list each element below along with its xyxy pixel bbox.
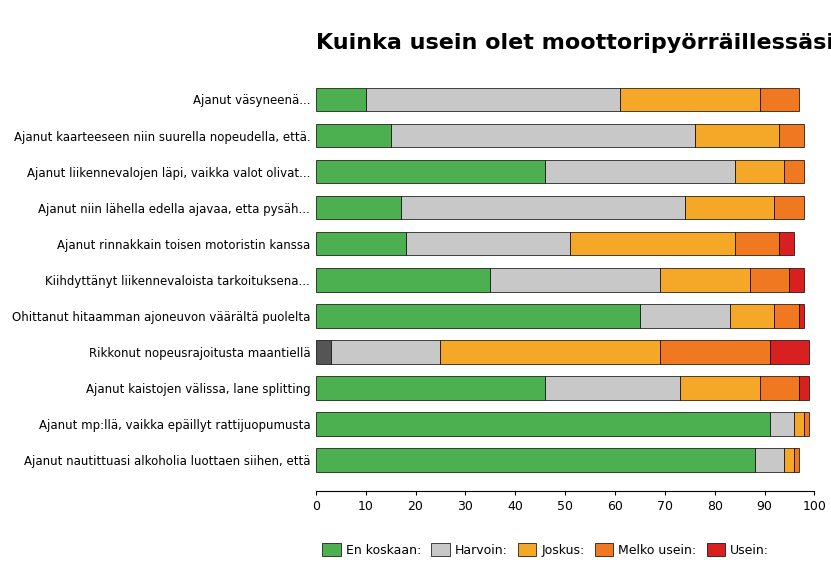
Bar [570, 232, 735, 255]
Bar [774, 196, 804, 219]
Bar [695, 124, 779, 147]
Bar [620, 88, 760, 111]
Bar [316, 376, 545, 400]
Bar [760, 88, 799, 111]
Bar [316, 304, 640, 328]
Bar [316, 268, 490, 292]
Bar [391, 124, 695, 147]
Bar [799, 304, 804, 328]
Bar [316, 412, 770, 436]
Bar [779, 232, 794, 255]
Bar [750, 268, 789, 292]
Bar [366, 88, 620, 111]
Bar [680, 376, 760, 400]
Bar [440, 340, 660, 364]
Bar [316, 196, 401, 219]
Bar [545, 160, 735, 183]
Bar [794, 448, 799, 472]
Bar [735, 160, 784, 183]
Bar [316, 160, 545, 183]
Bar [804, 412, 809, 436]
Bar [730, 304, 774, 328]
Bar [774, 304, 799, 328]
Legend: En koskaan:, Harvoin:, Joskus:, Melko usein:, Usein:: En koskaan:, Harvoin:, Joskus:, Melko us… [322, 542, 770, 557]
Bar [640, 304, 730, 328]
Bar [316, 124, 391, 147]
Bar [770, 412, 794, 436]
Bar [406, 232, 570, 255]
Bar [545, 376, 680, 400]
Bar [789, 268, 804, 292]
Bar [490, 268, 660, 292]
Bar [784, 448, 794, 472]
Bar [779, 124, 804, 147]
Bar [799, 376, 809, 400]
Bar [660, 340, 770, 364]
Bar [316, 88, 366, 111]
Bar [316, 340, 331, 364]
Bar [660, 268, 750, 292]
Bar [316, 448, 755, 472]
Bar [316, 232, 406, 255]
Bar [784, 160, 804, 183]
Bar [685, 196, 774, 219]
Bar [760, 376, 799, 400]
Bar [755, 448, 784, 472]
Text: Kuinka usein olet moottoripyörräillessäsi...?: Kuinka usein olet moottoripyörräillessäs… [316, 33, 831, 53]
Bar [794, 412, 804, 436]
Bar [331, 340, 440, 364]
Bar [735, 232, 779, 255]
Bar [770, 340, 809, 364]
Bar [401, 196, 685, 219]
